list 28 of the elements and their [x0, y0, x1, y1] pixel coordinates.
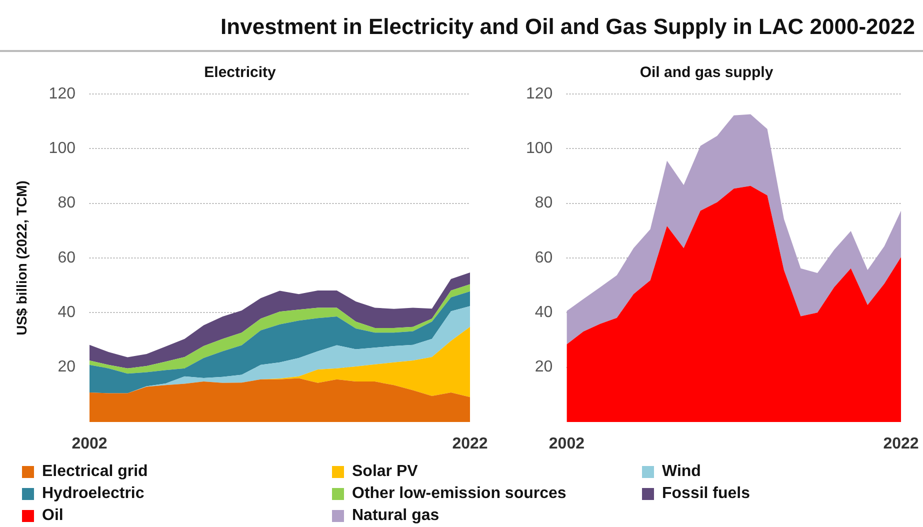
- legend-label: Solar PV: [352, 463, 418, 481]
- y-tick-label: 40: [58, 304, 76, 322]
- y-tick-label: 120: [526, 85, 553, 102]
- chart-title: Oil and gas supply: [640, 64, 774, 82]
- legend-label: Oil: [42, 507, 64, 525]
- chart-subtitle: Electricity: [204, 64, 276, 82]
- y-tick-label: 120: [48, 85, 76, 102]
- legend-label: Electrical grid: [42, 463, 148, 481]
- y-tick-label: 100: [48, 140, 76, 158]
- y-tick-label: 80: [58, 194, 76, 212]
- y-tick-label: 60: [534, 249, 553, 266]
- y-tick-label: 20: [534, 358, 553, 376]
- y-tick-label: 20: [58, 358, 76, 376]
- legend-label: Hydroelectric: [42, 485, 144, 503]
- legend-label: Natural gas: [352, 507, 440, 525]
- legend-label: Other low-emission sources: [352, 485, 566, 503]
- x-tick-label: 2022: [452, 435, 488, 452]
- y-tick-label: 100: [526, 140, 553, 158]
- x-tick-label: 2022: [883, 435, 919, 452]
- y-tick-label: 80: [534, 194, 553, 212]
- legend-label: Fossil fuels: [662, 485, 750, 503]
- x-tick-label: 2002: [548, 435, 585, 452]
- text: Investment in Electricity and Oil and Gas Supply in LAC 2000-2022: [220, 14, 915, 40]
- legend-label: Wind: [662, 463, 701, 481]
- x-tick-label: 2002: [72, 435, 108, 452]
- y-tick-label: 60: [58, 249, 76, 266]
- y-axis-title: US$ billion (2022, TCM): [13, 180, 30, 336]
- y-tick-label: 40: [534, 304, 553, 322]
